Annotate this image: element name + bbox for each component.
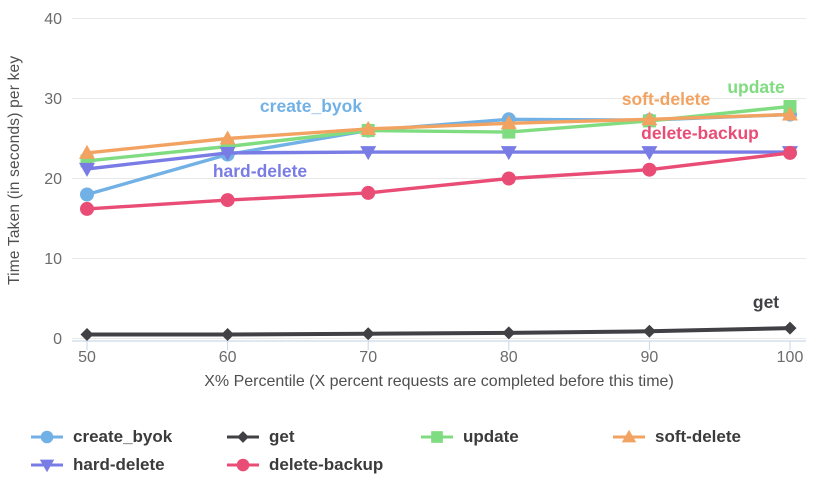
- legend-item-delete-backup[interactable]: delete-backup: [226, 452, 420, 477]
- legend-label: update: [463, 426, 519, 446]
- x-tick-label: 90: [641, 349, 659, 366]
- get-point[interactable]: [221, 328, 235, 341]
- soft-delete-point[interactable]: [219, 130, 236, 145]
- y-tick-label: 30: [44, 91, 62, 108]
- line-chart-svg: 0 10 20 30 40 50 60 70 80 90 100 create_byok hard-de…: [44, 11, 806, 366]
- x-tick-label: 60: [219, 349, 237, 366]
- legend-item-get[interactable]: get: [226, 424, 420, 449]
- soft-delete-line: [85, 112, 792, 155]
- soft-delete-point[interactable]: [782, 106, 798, 121]
- square-legend-marker-icon: [421, 430, 453, 443]
- legend-item-soft-delete[interactable]: soft-delete: [612, 424, 741, 449]
- get-point[interactable]: [642, 324, 656, 338]
- series-label-delete-backup: delete-backup: [641, 123, 759, 143]
- get-line: [85, 326, 792, 337]
- x-tick-label: 50: [78, 349, 96, 366]
- x-axis-title: X% Percentile (X percent requests are co…: [204, 373, 674, 390]
- legend-item-hard-delete[interactable]: hard-delete: [30, 452, 226, 477]
- diamond-legend-marker-icon: [227, 430, 259, 443]
- legend-label: soft-delete: [655, 426, 741, 446]
- delete-backup-point[interactable]: [783, 145, 797, 160]
- series-label-hard-delete: hard-delete: [213, 161, 308, 181]
- get-point[interactable]: [80, 328, 94, 341]
- soft-delete-point[interactable]: [79, 144, 95, 159]
- legend-item-create_byok[interactable]: create_byok: [30, 424, 226, 449]
- x-tick-label: 70: [359, 349, 377, 366]
- soft-delete-point[interactable]: [641, 111, 658, 126]
- legend-item-update[interactable]: update: [420, 424, 612, 449]
- legend-label: get: [269, 426, 295, 446]
- y-tick-label: 0: [53, 331, 62, 348]
- get-point[interactable]: [783, 321, 797, 335]
- x-tick-label: 100: [777, 349, 804, 366]
- triangle-down-legend-marker-icon: [31, 459, 63, 472]
- legend-marker-shape: [40, 430, 54, 443]
- y-tick-label: 40: [44, 11, 62, 28]
- delete-backup-point[interactable]: [501, 171, 516, 186]
- delete-backup-point[interactable]: [361, 185, 376, 200]
- hard-delete-point[interactable]: [641, 146, 658, 161]
- x-tick-label: 80: [500, 349, 518, 366]
- y-tick-label: 10: [44, 251, 62, 268]
- legend: create_byok get update soft-delete hard-dele…: [30, 424, 741, 477]
- legend-marker-shape: [236, 458, 250, 471]
- hard-delete-point[interactable]: [219, 146, 236, 161]
- triangle-up-legend-marker-icon: [613, 429, 645, 442]
- delete-backup-line: [85, 151, 792, 211]
- circle-legend-marker-icon: [227, 458, 259, 471]
- delete-backup-point[interactable]: [80, 201, 94, 216]
- legend-marker-shape: [621, 429, 637, 442]
- hard-delete-point[interactable]: [360, 146, 377, 161]
- legend-label: delete-backup: [269, 454, 384, 474]
- legend-marker-shape: [39, 459, 55, 472]
- legend-marker-shape: [237, 430, 249, 443]
- create_byok-point[interactable]: [80, 187, 94, 202]
- series-label-get: get: [753, 292, 779, 312]
- legend-label: hard-delete: [73, 454, 165, 474]
- y-tick-label: 20: [44, 171, 62, 188]
- hard-delete-point[interactable]: [79, 162, 95, 177]
- circle-legend-marker-icon: [31, 430, 63, 443]
- series-label-update: update: [727, 77, 785, 97]
- get-point[interactable]: [502, 326, 516, 340]
- soft-delete-point[interactable]: [500, 115, 517, 130]
- soft-delete-point[interactable]: [360, 120, 377, 135]
- series-label-create_byok: create_byok: [260, 96, 362, 116]
- get-point[interactable]: [361, 327, 375, 341]
- legend-label: create_byok: [73, 426, 173, 446]
- hard-delete-point[interactable]: [500, 146, 517, 161]
- series-label-soft-delete: soft-delete: [622, 89, 711, 109]
- delete-backup-point[interactable]: [642, 162, 657, 177]
- hard-delete-line: [85, 150, 792, 171]
- delete-backup-point[interactable]: [220, 193, 235, 208]
- legend-marker-shape: [431, 430, 443, 443]
